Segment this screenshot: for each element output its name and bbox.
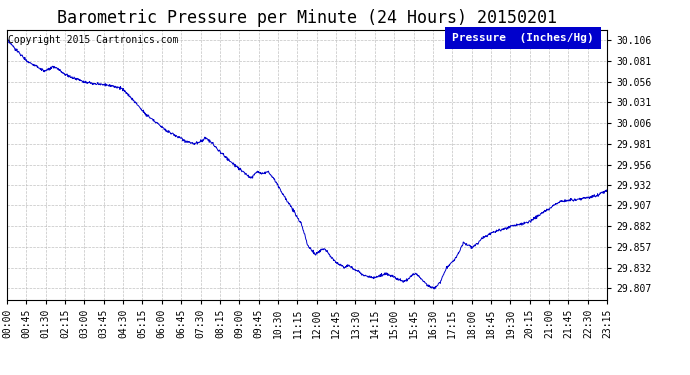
Title: Barometric Pressure per Minute (24 Hours) 20150201: Barometric Pressure per Minute (24 Hours…	[57, 9, 557, 27]
Text: Copyright 2015 Cartronics.com: Copyright 2015 Cartronics.com	[8, 35, 178, 45]
